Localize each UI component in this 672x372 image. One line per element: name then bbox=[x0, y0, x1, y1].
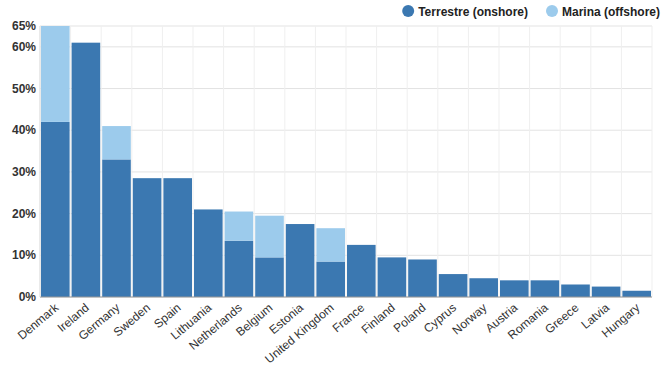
chart-container: 0%10%20%30%40%50%60%65%DenmarkIrelandGer… bbox=[0, 0, 672, 372]
y-axis bbox=[40, 26, 41, 297]
bar-segment bbox=[102, 159, 131, 297]
bar-segment bbox=[225, 241, 254, 297]
x-tick-label: Greece bbox=[542, 300, 581, 336]
grid-line-vertical bbox=[315, 26, 316, 297]
legend-item: Marina (offshore) bbox=[546, 5, 660, 19]
y-tick-label: 30% bbox=[12, 165, 36, 179]
bar-segment bbox=[500, 280, 529, 297]
bar-segment bbox=[316, 228, 345, 261]
bar-segment bbox=[561, 284, 590, 285]
grid-line-vertical bbox=[437, 26, 438, 297]
bar-segment bbox=[439, 274, 468, 297]
y-tick-label: 60% bbox=[12, 40, 36, 54]
grid-line-vertical bbox=[193, 26, 194, 297]
bars bbox=[41, 26, 651, 297]
grid-line-vertical bbox=[560, 26, 561, 297]
grid-line-vertical bbox=[162, 26, 163, 297]
grid-line bbox=[40, 297, 652, 298]
bar-segment bbox=[72, 43, 101, 297]
grid-line-vertical bbox=[101, 26, 102, 297]
x-tick-label: United Kingdom bbox=[262, 301, 336, 367]
grid-line-vertical bbox=[499, 26, 500, 297]
bar-segment bbox=[163, 178, 192, 297]
y-tick-label: 10% bbox=[12, 248, 36, 262]
bar-segment bbox=[500, 280, 529, 281]
bar-segment bbox=[225, 212, 254, 241]
grid-line-vertical bbox=[407, 26, 408, 297]
chart: 0%10%20%30%40%50%60%65%DenmarkIrelandGer… bbox=[0, 0, 672, 372]
x-tick-label: Denmark bbox=[15, 300, 62, 343]
x-tick-label: Romania bbox=[505, 300, 551, 342]
bar-segment bbox=[378, 257, 407, 297]
bar-segment bbox=[255, 216, 284, 258]
bar-segment bbox=[41, 122, 70, 297]
legend: Terrestre (onshore) Marina (offshore) bbox=[402, 5, 660, 19]
bar-segment bbox=[378, 257, 407, 258]
bar-segment bbox=[347, 244, 376, 245]
bar-segment bbox=[194, 209, 223, 297]
bar-segment bbox=[133, 178, 162, 297]
grid-line-vertical bbox=[468, 26, 469, 297]
grid-line-vertical bbox=[652, 26, 653, 297]
y-tick-label: 40% bbox=[12, 123, 36, 137]
bar-segment bbox=[561, 284, 590, 297]
y-tick-label: 50% bbox=[12, 82, 36, 96]
legend-swatch bbox=[546, 5, 558, 17]
grid-line-vertical bbox=[590, 26, 591, 297]
x-tick-label: Norway bbox=[449, 301, 489, 338]
bar-segment bbox=[592, 286, 621, 287]
grid-line-vertical bbox=[40, 26, 41, 297]
bar-segment bbox=[347, 245, 376, 297]
y-tick-label: 20% bbox=[12, 207, 36, 221]
bar-segment bbox=[592, 287, 621, 297]
bar-segment bbox=[286, 224, 315, 225]
grid bbox=[40, 26, 652, 297]
x-axis bbox=[40, 297, 652, 298]
x-tick-label: Hungary bbox=[599, 301, 643, 341]
bar-segment bbox=[255, 257, 284, 297]
grid-line-vertical bbox=[254, 26, 255, 297]
grid-line-vertical bbox=[70, 26, 71, 297]
bar-segment bbox=[286, 224, 315, 297]
grid-line-vertical bbox=[376, 26, 377, 297]
bar-segment bbox=[439, 274, 468, 275]
y-tick-label: 65% bbox=[12, 19, 36, 33]
y-tick-label: 0% bbox=[19, 290, 37, 304]
bar-segment bbox=[163, 178, 192, 179]
bar-segment bbox=[469, 278, 498, 297]
x-tick-label: Germany bbox=[76, 301, 123, 343]
x-tick-label: Finland bbox=[359, 301, 398, 337]
bar-segment bbox=[622, 290, 651, 291]
legend-item: Terrestre (onshore) bbox=[402, 5, 528, 19]
bar-segment bbox=[408, 259, 437, 260]
bar-segment bbox=[408, 259, 437, 297]
bar-segment bbox=[469, 278, 498, 279]
bar-segment bbox=[41, 26, 70, 122]
x-tick-label: Belgium bbox=[233, 301, 275, 340]
bar-segment bbox=[72, 42, 101, 43]
bar-segment bbox=[531, 280, 560, 297]
bar-segment bbox=[622, 291, 651, 297]
grid-line-vertical bbox=[621, 26, 622, 297]
bar-segment bbox=[133, 178, 162, 179]
x-tick-label: Poland bbox=[391, 301, 429, 336]
bar-segment bbox=[316, 262, 345, 297]
bar-segment bbox=[102, 126, 131, 159]
bar-segment bbox=[531, 280, 560, 281]
bar-segment bbox=[194, 209, 223, 210]
grid-line-vertical bbox=[131, 26, 132, 297]
legend-label: Marina (offshore) bbox=[562, 5, 660, 19]
grid-line-vertical bbox=[529, 26, 530, 297]
legend-swatch bbox=[402, 5, 414, 17]
x-tick-label: Sweden bbox=[111, 301, 153, 340]
grid-line-vertical bbox=[223, 26, 224, 297]
grid-line-vertical bbox=[346, 26, 347, 297]
legend-label: Terrestre (onshore) bbox=[418, 5, 528, 19]
grid-line-vertical bbox=[284, 26, 285, 297]
